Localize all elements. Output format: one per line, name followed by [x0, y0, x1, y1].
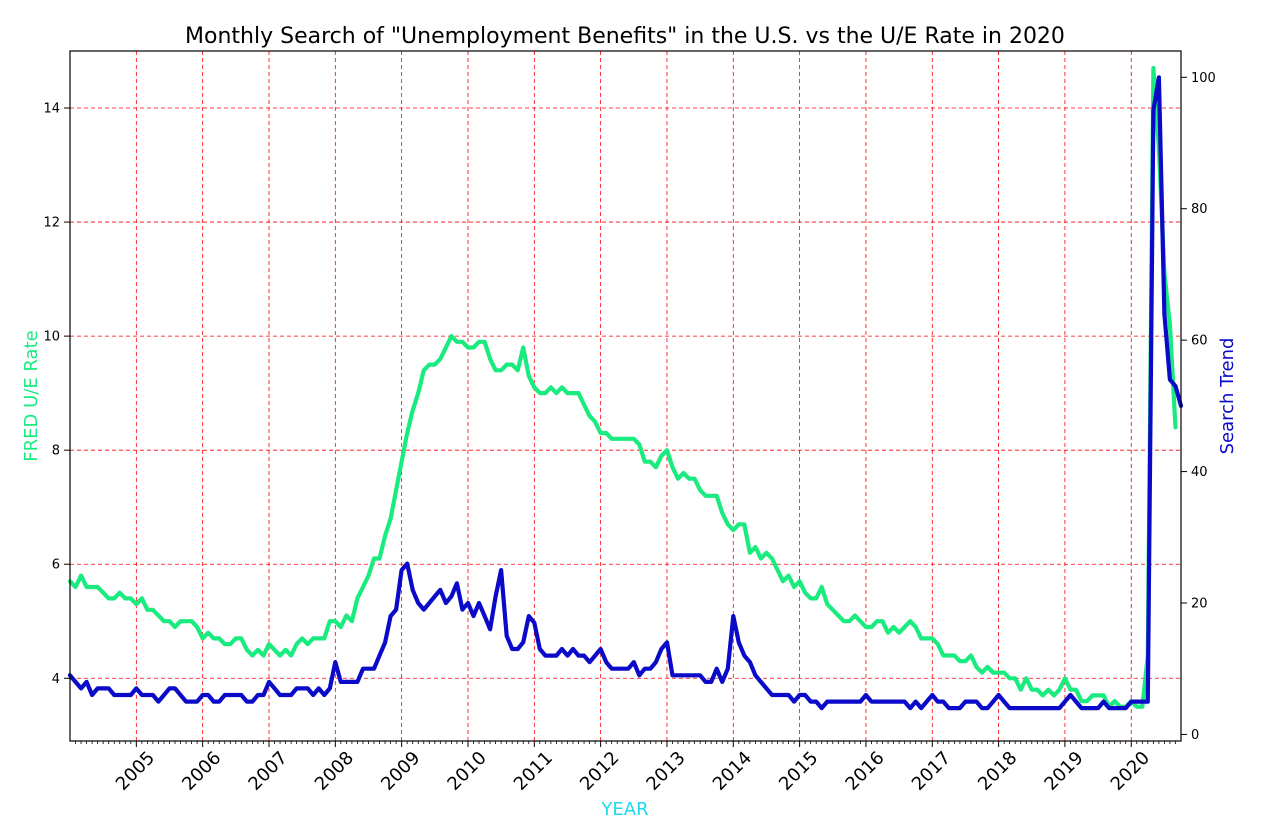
x-tick-label: 2014: [709, 747, 756, 794]
chart-title: Monthly Search of "Unemployment Benefits…: [185, 24, 1065, 49]
axes-group: 2005 2006 2007 2008 2009 2010 2011 2012 2013 2014…: [43, 71, 1215, 795]
grid-lines: [70, 51, 1181, 741]
x-tick-label: 2018: [974, 747, 1021, 794]
y-left-tick-label: 6: [52, 558, 60, 573]
y-axis-left-label: FRED U/E Rate: [21, 330, 42, 461]
y-right-tick-label: 0: [1191, 728, 1199, 743]
x-tick-label: 2020: [1107, 747, 1154, 794]
x-tick-label: 2006: [178, 747, 225, 794]
plot-frame: [69, 50, 1182, 742]
x-tick-label: 2011: [510, 747, 557, 794]
y-right-tick-label: 40: [1191, 465, 1208, 480]
y-left-tick-label: 14: [43, 102, 60, 117]
y-right-tick-label: 60: [1191, 334, 1208, 349]
x-tick-label: 2016: [841, 747, 888, 794]
x-tick-label: 2005: [112, 747, 159, 794]
data-series-group: [67, 65, 1184, 711]
x-tick-label: 2010: [443, 747, 490, 794]
x-tick-label: 2012: [576, 747, 623, 794]
y-left-tick-label: 4: [52, 672, 60, 687]
x-tick-label: 2019: [1040, 747, 1087, 794]
x-tick-label: 2009: [377, 747, 424, 794]
series-line-search-trend: [67, 75, 1184, 711]
x-tick-label: 2015: [775, 747, 822, 794]
series-line-fred-u-e-rate: [67, 65, 1178, 709]
x-tick-label: 2007: [244, 747, 291, 794]
y-left-tick-label: 8: [52, 444, 60, 459]
y-axis-right-label: Search Trend: [1217, 338, 1238, 455]
x-tick-label: 2008: [311, 747, 358, 794]
y-right-tick-label: 20: [1191, 597, 1208, 612]
x-tick-label: 2017: [908, 747, 955, 794]
y-left-tick-label: 12: [43, 216, 60, 231]
y-left-tick-label: 10: [43, 330, 60, 345]
y-right-tick-label: 100: [1191, 71, 1216, 86]
x-tick-label: 2013: [642, 747, 689, 794]
x-axis-label: YEAR: [600, 799, 648, 820]
y-right-tick-label: 80: [1191, 202, 1208, 217]
